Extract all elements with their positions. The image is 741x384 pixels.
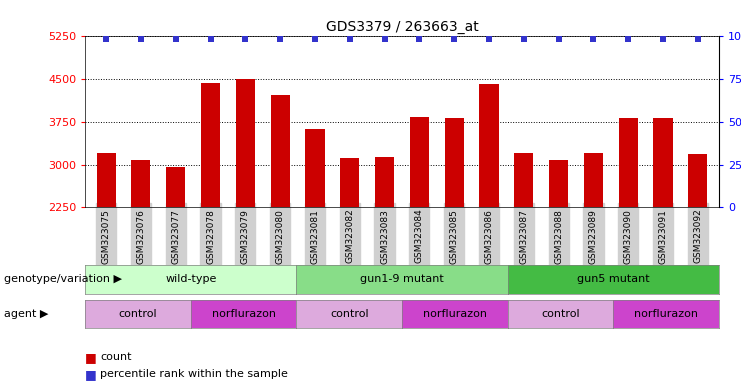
Point [205,36,216,42]
Point [135,36,147,42]
Text: count: count [100,352,132,362]
Text: gun5 mutant: gun5 mutant [576,274,650,285]
Text: control: control [330,309,368,319]
Bar [584,153,603,207]
Point [692,36,704,42]
Point [170,36,182,42]
Title: GDS3379 / 263663_at: GDS3379 / 263663_at [325,20,479,34]
Text: ■: ■ [85,368,97,381]
Text: control: control [119,309,157,319]
Bar [619,118,638,207]
Bar [410,118,429,207]
Point [483,36,495,42]
Point [657,36,669,42]
Bar [688,154,708,207]
Point [100,36,112,42]
Bar [514,153,534,207]
Point [518,36,530,42]
Bar [375,157,394,207]
Point [239,36,251,42]
Text: gun1-9 mutant: gun1-9 mutant [360,274,444,285]
Point [413,36,425,42]
Point [588,36,599,42]
Bar [654,118,673,207]
Point [309,36,321,42]
Point [448,36,460,42]
Text: wild-type: wild-type [165,274,216,285]
Bar [201,83,220,207]
Bar [270,94,290,207]
Bar [236,79,255,207]
Text: percentile rank within the sample: percentile rank within the sample [100,369,288,379]
Bar [549,159,568,207]
Point [553,36,565,42]
Bar [131,160,150,207]
Point [274,36,286,42]
Bar [479,84,499,207]
Point [344,36,356,42]
Point [622,36,634,42]
Bar [340,158,359,207]
Text: norflurazon: norflurazon [212,309,276,319]
Bar [305,129,325,207]
Text: norflurazon: norflurazon [634,309,698,319]
Text: agent ▶: agent ▶ [4,309,48,319]
Point [379,36,391,42]
Bar [445,118,464,207]
Text: genotype/variation ▶: genotype/variation ▶ [4,274,122,285]
Text: control: control [541,309,579,319]
Bar [96,153,116,207]
Text: norflurazon: norflurazon [423,309,487,319]
Text: ■: ■ [85,351,97,364]
Bar [166,167,185,207]
